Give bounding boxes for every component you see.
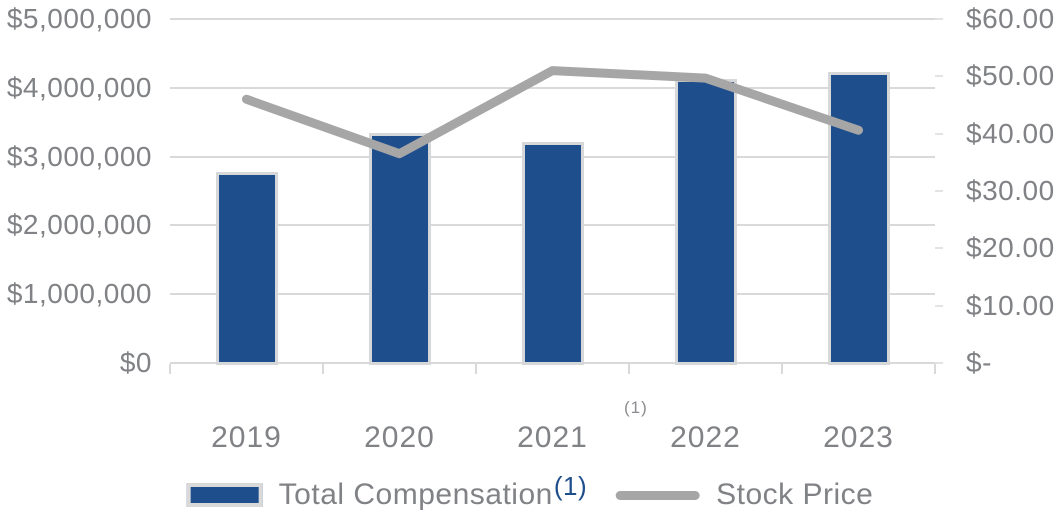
right-axis-tick xyxy=(935,362,943,364)
x-axis-tick xyxy=(781,364,783,374)
legend-line-swatch xyxy=(616,490,701,500)
right-axis-tick-label: $40.00 xyxy=(966,117,1055,149)
footnote-marker: (1) xyxy=(624,398,648,417)
stock-price-line xyxy=(242,66,863,159)
left-axis-tick-label: $3,000,000 xyxy=(6,140,152,172)
right-axis-tick-label: $20.00 xyxy=(966,232,1055,264)
left-axis-tick-label: $2,000,000 xyxy=(6,209,152,241)
legend: Total Compensation(1) Stock Price xyxy=(186,471,874,512)
right-axis-tick xyxy=(935,247,943,250)
x-axis-label-2023: 2023 xyxy=(823,421,894,454)
right-axis-tick-label: $10.00 xyxy=(966,289,1055,321)
right-axis-tick xyxy=(935,190,943,192)
right-axis-tick xyxy=(935,75,943,78)
right-axis-tick xyxy=(935,132,943,135)
left-axis-tick-label: $1,000,000 xyxy=(6,278,152,310)
x-axis-tick xyxy=(475,364,477,374)
x-axis-tick xyxy=(169,364,171,374)
left-axis-tick-label: $0 xyxy=(119,347,152,378)
legend-label-stock-price: Stock Price xyxy=(716,478,874,511)
legend-footnote-superscript: (1) xyxy=(553,471,588,501)
x-axis-tick xyxy=(628,364,630,374)
x-axis-tick xyxy=(934,364,936,374)
legend-total-compensation-text: Total Compensation xyxy=(278,478,553,511)
right-axis-tick-label: $- xyxy=(966,347,992,378)
x-axis-label-2021: 2021 xyxy=(517,421,588,454)
bar-2020 xyxy=(368,133,431,365)
gridline xyxy=(170,86,935,89)
legend-bar-swatch xyxy=(186,483,263,507)
right-axis-tick xyxy=(935,18,943,20)
right-axis-tick-label: $60.00 xyxy=(966,3,1055,34)
right-axis-tick-label: $50.00 xyxy=(966,60,1055,92)
right-axis-tick-label: $30.00 xyxy=(966,175,1055,206)
left-axis-tick-label: $5,000,000 xyxy=(6,3,152,34)
bar-2019 xyxy=(215,172,278,365)
bar-2022 xyxy=(674,79,737,365)
gridline xyxy=(170,18,935,20)
x-axis-label-2020: 2020 xyxy=(364,421,435,454)
x-axis-label-2022: 2022 xyxy=(670,421,741,454)
bar-2021 xyxy=(521,142,584,365)
legend-label-total-compensation: Total Compensation(1) xyxy=(278,471,587,512)
x-axis-tick xyxy=(322,364,324,374)
x-axis-label-2019: 2019 xyxy=(211,421,282,454)
right-axis-tick xyxy=(935,304,943,307)
bar-2023 xyxy=(827,71,890,365)
left-axis-tick-label: $4,000,000 xyxy=(6,71,152,103)
